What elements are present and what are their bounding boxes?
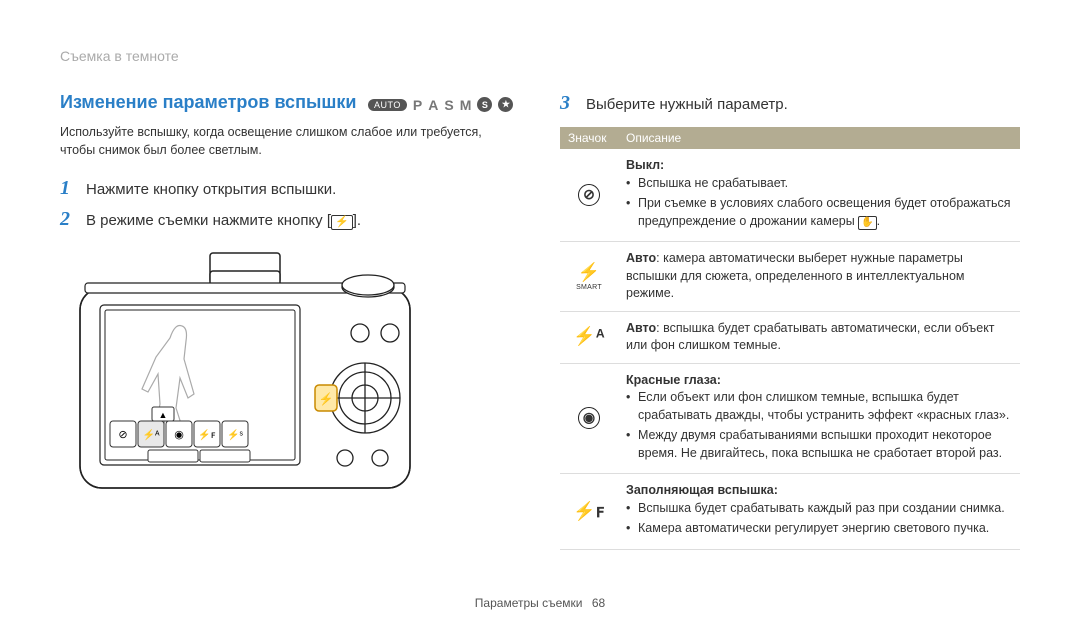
row-auto-bold: Авто — [626, 251, 656, 265]
steps-left: 1 Нажмите кнопку открытия вспышки. 2 В р… — [60, 177, 520, 231]
mode-letter-p: P — [413, 97, 422, 113]
step-3-num: 3 — [560, 92, 576, 115]
svg-text:⚡ᴬ: ⚡ᴬ — [143, 428, 160, 441]
row-fill-b2: Камера автоматически регулирует энергию … — [626, 520, 1012, 538]
step-2-text-b: ]. — [353, 212, 361, 229]
svg-text:▲: ▲ — [159, 410, 168, 420]
flash-off-icon: ⊘ — [578, 184, 600, 206]
step-2-num: 2 — [60, 208, 76, 231]
svg-text:⚡ꜰ: ⚡ꜰ — [198, 428, 215, 441]
row-fill-heading: Заполняющая вспышка: — [626, 483, 778, 497]
row-redeye-heading: Красные глаза: — [626, 373, 721, 387]
row-off-b2: При съемке в условиях слабого освещения … — [626, 195, 1012, 230]
mode-icons: AUTO P A S M S ★ — [368, 97, 513, 113]
left-column: Изменение параметров вспышки AUTO P A S … — [60, 92, 520, 550]
step-1-num: 1 — [60, 177, 76, 200]
intro-text: Используйте вспышку, когда освещение сли… — [60, 123, 520, 159]
row-auto-text: : камера автоматически выберет нужные па… — [626, 251, 965, 300]
row-auto2-bold: Авто — [626, 321, 656, 335]
step-1: 1 Нажмите кнопку открытия вспышки. — [60, 177, 520, 200]
row-redeye-b1: Если объект или фон слишком темные, вспы… — [626, 389, 1012, 424]
row-off-b1: Вспышка не срабатывает. — [626, 175, 1012, 193]
row-auto: ⚡ᴬ Авто: вспышка будет срабатывать автом… — [560, 311, 1020, 363]
th-desc: Описание — [618, 127, 1020, 149]
fill-flash-icon: ⚡ꜰ — [573, 501, 604, 521]
svg-text:⚡: ⚡ — [319, 392, 334, 406]
redeye-icon: ◉ — [578, 407, 600, 429]
content-columns: Изменение параметров вспышки AUTO P A S … — [60, 92, 1020, 550]
step-3-text: Выберите нужный параметр. — [586, 96, 788, 113]
step-3: 3 Выберите нужный параметр. — [560, 92, 1020, 115]
flash-auto-icon: ⚡ᴬ — [573, 326, 604, 346]
page-number: 68 — [592, 596, 605, 610]
row-redeye: ◉ Красные глаза: Если объект или фон сли… — [560, 363, 1020, 474]
mode-auto-badge: AUTO — [368, 99, 407, 111]
flash-icon: ⚡ — [331, 215, 353, 230]
row-auto-smart: ⚡ SMART Авто: камера автоматически выбер… — [560, 242, 1020, 312]
mode-letter-s: S — [444, 97, 453, 113]
svg-text:◉: ◉ — [174, 429, 184, 441]
step-1-text: Нажмите кнопку открытия вспышки. — [86, 181, 336, 198]
title-row: Изменение параметров вспышки AUTO P A S … — [60, 92, 520, 113]
th-icon: Значок — [560, 127, 618, 149]
row-fill: ⚡ꜰ Заполняющая вспышка: Вспышка будет ср… — [560, 474, 1020, 550]
footer: Параметры съемки 68 — [0, 596, 1080, 610]
mode-letter-a: A — [428, 97, 438, 113]
flash-smart-icon: ⚡ SMART — [564, 260, 614, 293]
settings-table: Значок Описание ⊘ Выкл: Вспышка не сраба… — [560, 127, 1020, 550]
right-column: 3 Выберите нужный параметр. Значок Описа… — [560, 92, 1020, 550]
footer-text: Параметры съемки — [475, 596, 583, 610]
breadcrumb: Съемка в темноте — [60, 48, 1020, 64]
camera-shake-icon: ✋ — [858, 216, 876, 230]
mode-circle-s-icon: S — [477, 97, 492, 112]
step-2-text-a: В режиме съемки нажмите кнопку [ — [86, 212, 331, 229]
mode-letter-m: M — [460, 97, 472, 113]
camera-illustration: ⊘ ⚡ᴬ ◉ ⚡ꜰ ⚡ˢ ▲ — [60, 243, 520, 526]
section-title: Изменение параметров вспышки — [60, 92, 356, 112]
step-2: 2 В режиме съемки нажмите кнопку [⚡]. — [60, 208, 520, 231]
step-2-text: В режиме съемки нажмите кнопку [⚡]. — [86, 212, 361, 230]
steps-right: 3 Выберите нужный параметр. — [560, 92, 1020, 115]
row-off-heading: Выкл: — [626, 158, 664, 172]
mode-circle-star-icon: ★ — [498, 97, 513, 112]
row-fill-b1: Вспышка будет срабатывать каждый раз при… — [626, 500, 1012, 518]
row-auto2-text: : вспышка будет срабатывать автоматическ… — [626, 321, 995, 353]
row-redeye-b2: Между двумя срабатываниями вспышки прохо… — [626, 427, 1012, 462]
svg-text:⚡ˢ: ⚡ˢ — [227, 428, 243, 441]
row-off: ⊘ Выкл: Вспышка не срабатывает. При съем… — [560, 149, 1020, 242]
svg-text:⊘: ⊘ — [118, 429, 127, 441]
